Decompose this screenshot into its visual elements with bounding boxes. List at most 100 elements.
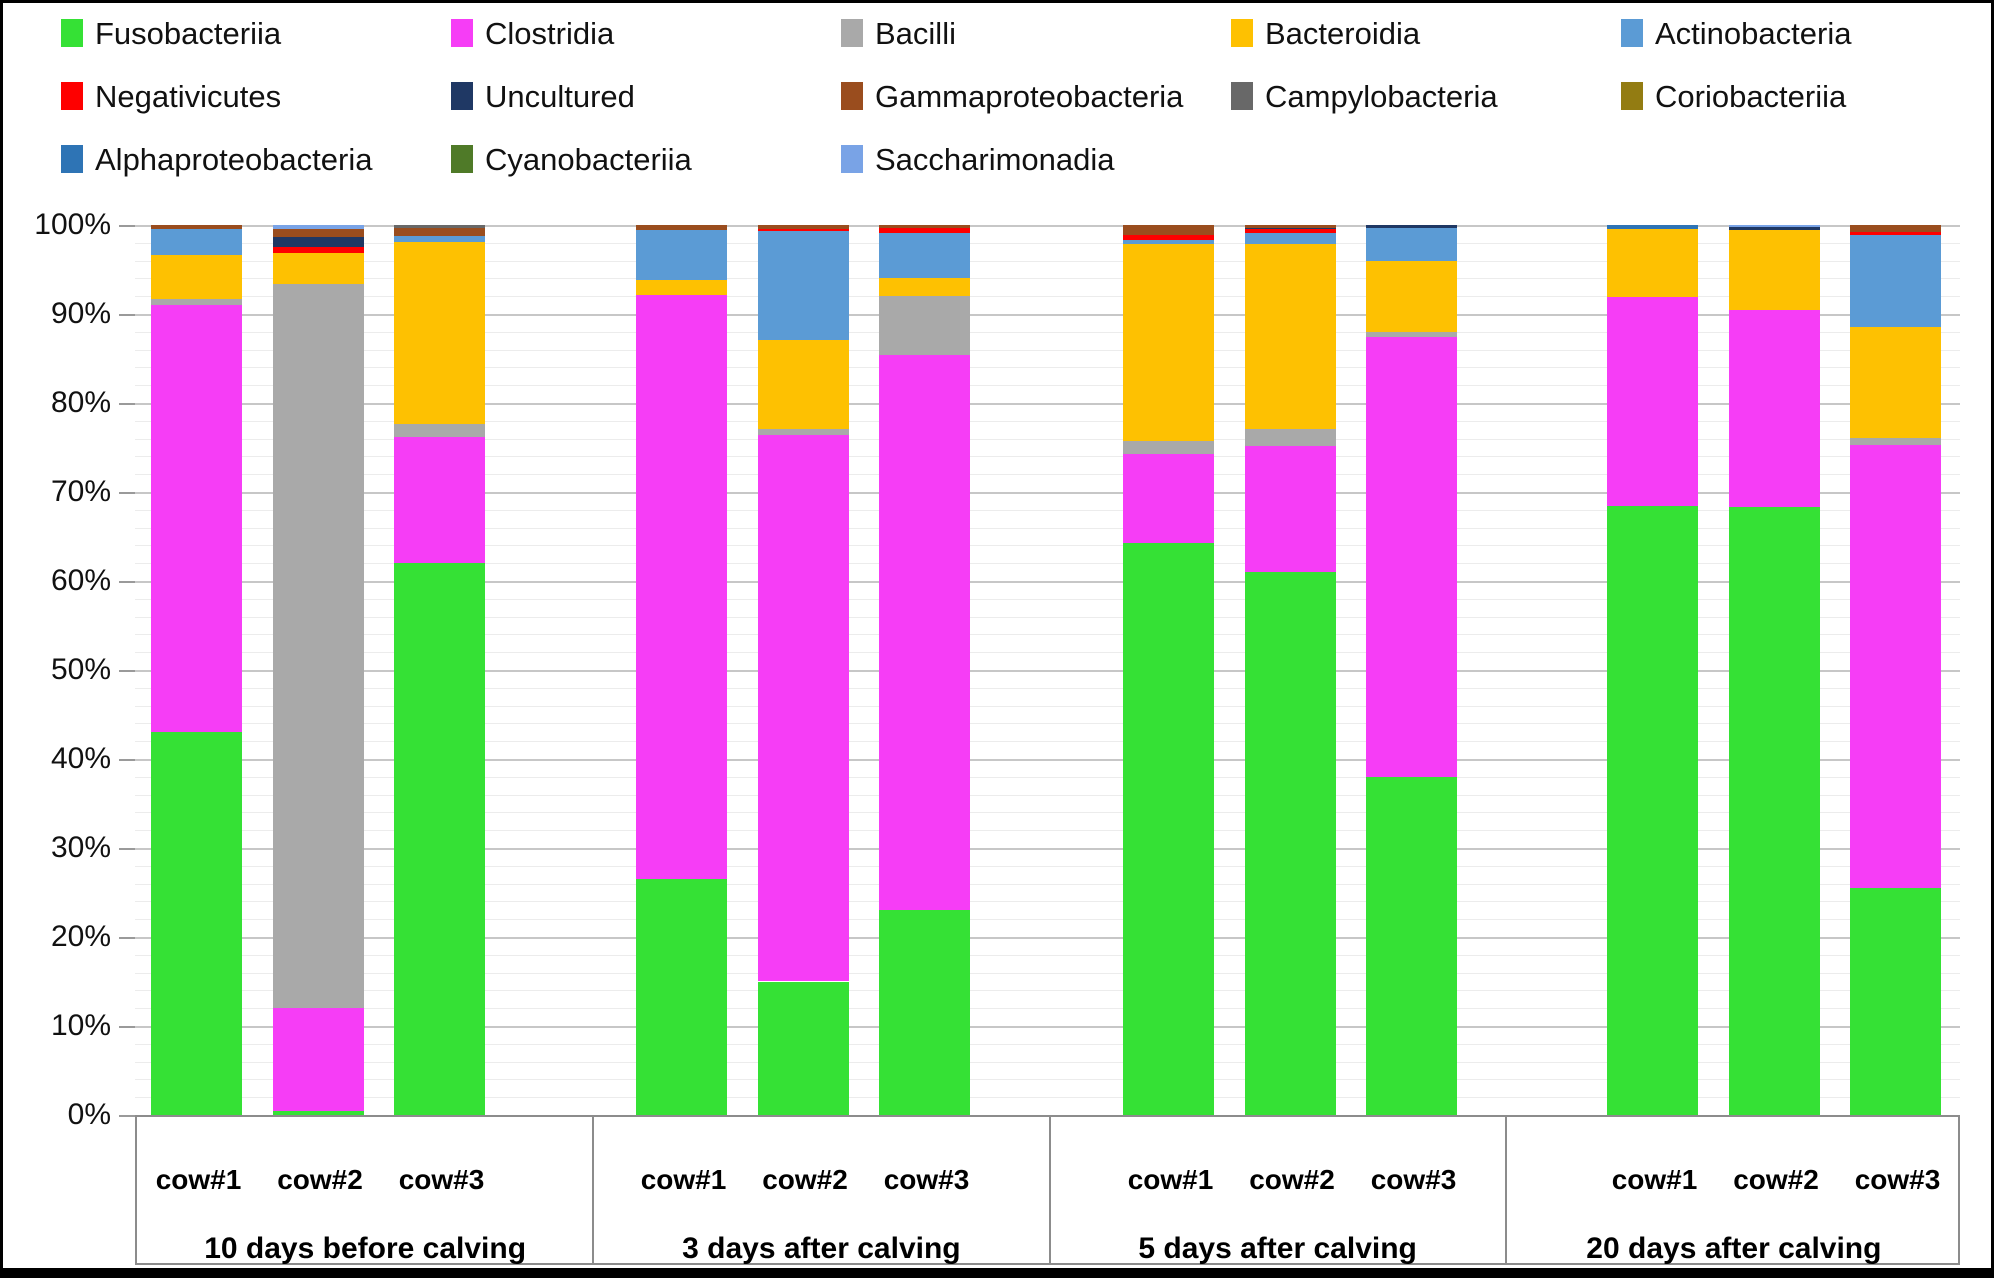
- group-label: 3 days after calving: [682, 1232, 961, 1265]
- gridline-major: [135, 403, 1960, 405]
- legend-label: Coriobacteriia: [1655, 78, 1847, 114]
- cow-label: cow#3: [398, 1164, 485, 1195]
- gridline-minor: [135, 741, 1960, 743]
- bar-3-days-after-calving-cow#2: [757, 3, 849, 1115]
- legend-label: Uncultured: [485, 78, 635, 114]
- bar-20-days-after-calving-cow#1: [1607, 3, 1698, 1115]
- segment-gammaproteobacteria: [394, 227, 485, 236]
- segment-fusobacteriia: [1607, 506, 1698, 1115]
- cow-label: cow#3: [1854, 1164, 1941, 1195]
- cow-label: cow#3: [1370, 1164, 1457, 1195]
- group-divider: [1504, 1117, 1507, 1263]
- segment-uncultured: [272, 237, 364, 248]
- gridline-minor: [135, 919, 1960, 921]
- gridline-minor: [135, 1079, 1960, 1081]
- legend-label: Negativicutes: [95, 78, 282, 114]
- y-axis-tick: [119, 314, 135, 316]
- segment-bacilli: [757, 428, 849, 436]
- legend-label: Gammaproteobacteria: [875, 78, 1184, 114]
- gridline-minor: [135, 705, 1960, 707]
- segment-bacteroidia: [757, 339, 849, 429]
- y-axis-label: 20%: [50, 920, 111, 953]
- gridline-minor: [135, 474, 1960, 476]
- segment-uncultured: [1366, 225, 1457, 228]
- gridline-minor: [135, 830, 1960, 832]
- legend-item-bacilli: Bacilli: [841, 13, 956, 53]
- gridline-minor: [135, 776, 1960, 778]
- segment-bacilli: [272, 283, 364, 1009]
- bar-3-days-after-calving-cow#1: [636, 3, 727, 1115]
- gridline-minor: [135, 331, 1960, 333]
- gridline-minor: [135, 527, 1960, 529]
- gridline-minor: [135, 545, 1960, 547]
- segment-bacilli: [394, 424, 485, 437]
- segment-gammaproteobacteria: [1123, 225, 1214, 235]
- segment-clostridia: [1244, 445, 1336, 573]
- segment-fusobacteriia: [1366, 776, 1457, 1115]
- gridline-minor: [135, 883, 1960, 885]
- segment-saccharimonadia: [272, 225, 364, 230]
- legend-label: Bacilli: [875, 15, 956, 51]
- gridline-minor: [135, 794, 1960, 796]
- y-axis-tick: [119, 937, 135, 939]
- gridline-minor: [135, 652, 1960, 654]
- segment-clostridia: [1607, 297, 1698, 507]
- legend-item-gammaproteobacteria: Gammaproteobacteria: [841, 76, 1183, 116]
- segment-uncultured: [1728, 226, 1820, 231]
- segment-bacilli: [879, 296, 970, 355]
- legend-item-bacteroidia: Bacteroidia: [1231, 13, 1420, 53]
- legend-swatch-negativicutes-icon: [61, 82, 83, 110]
- group-divider: [592, 1117, 595, 1263]
- legend-item-coriobacteriia: Coriobacteriia: [1621, 76, 1846, 116]
- gridline-minor: [135, 1097, 1960, 1099]
- group-divider: [1048, 1117, 1051, 1263]
- segment-negativicutes: [879, 227, 970, 233]
- legend-label: Clostridia: [485, 15, 615, 51]
- cow-label: cow#2: [762, 1164, 848, 1195]
- segment-fusobacteriia: [757, 981, 849, 1115]
- gridline-minor: [135, 972, 1960, 974]
- segment-gammaproteobacteria: [1244, 225, 1336, 228]
- gridline-major: [135, 581, 1960, 583]
- segment-actinobacteria: [636, 230, 727, 281]
- segment-clostridia: [636, 295, 727, 880]
- gridline-minor: [135, 385, 1960, 387]
- gridline-minor: [135, 990, 1960, 992]
- cow-label: cow#1: [640, 1164, 727, 1195]
- segment-clostridia: [757, 435, 849, 982]
- gridline-minor: [135, 865, 1960, 867]
- segment-actinobacteria: [394, 235, 485, 242]
- gridline-major: [135, 314, 1960, 316]
- y-axis-tick: [119, 403, 135, 405]
- y-axis-tick: [119, 759, 135, 761]
- segment-bacilli: [151, 298, 242, 306]
- segment-fusobacteriia: [1244, 572, 1336, 1115]
- segment-bacteroidia: [394, 241, 485, 425]
- legend-item-saccharimonadia: Saccharimonadia: [841, 139, 1115, 179]
- legend-swatch-alphaproteobacteria-icon: [61, 145, 83, 173]
- gridline-major: [135, 848, 1960, 850]
- gridline-minor: [135, 509, 1960, 511]
- gridline-major: [135, 492, 1960, 494]
- gridline-major: [135, 1026, 1960, 1028]
- segment-clostridia: [1366, 337, 1457, 777]
- segment-clostridia: [394, 436, 485, 564]
- legend-swatch-bacilli-icon: [841, 19, 863, 47]
- gridline-minor: [135, 1043, 1960, 1045]
- segment-fusobacteriia: [1123, 542, 1214, 1115]
- segment-negativicutes: [1244, 229, 1336, 233]
- gridline-minor: [135, 1008, 1960, 1010]
- legend-item-campylobacteria: Campylobacteria: [1231, 76, 1498, 116]
- y-axis-label: 100%: [34, 208, 111, 241]
- segment-bacteroidia: [879, 278, 970, 297]
- segment-bacilli: [1123, 441, 1214, 454]
- legend-label: Bacteroidia: [1265, 15, 1421, 51]
- cow-label: cow#1: [1127, 1164, 1214, 1195]
- legend-item-clostridia: Clostridia: [451, 13, 614, 53]
- segment-bacteroidia: [1607, 229, 1698, 298]
- legend-label: Alphaproteobacteria: [95, 141, 373, 177]
- gridline-major: [135, 937, 1960, 939]
- bar-5-days-after-calving-cow#3: [1366, 3, 1457, 1115]
- legend-item-negativicutes: Negativicutes: [61, 76, 281, 116]
- legend-item-cyanobacteriia: Cyanobacteriia: [451, 139, 692, 179]
